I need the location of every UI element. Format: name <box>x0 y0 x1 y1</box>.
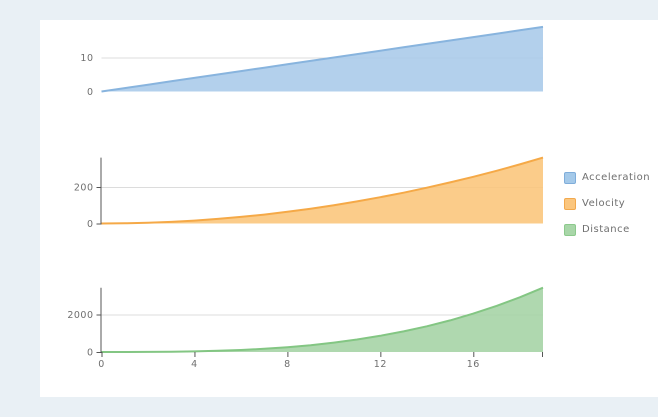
acceleration-swatch-icon <box>564 171 576 184</box>
x-tick-label: 12 <box>374 359 387 370</box>
y-tick-label: 0 <box>87 219 94 230</box>
y-tick-label: 0 <box>87 87 94 98</box>
area-line-acceleration <box>101 25 544 93</box>
x-tick-label: 16 <box>467 359 480 370</box>
y-tick-label: 0 <box>87 348 94 359</box>
x-tick-label: 0 <box>98 359 105 370</box>
legend-label-acceleration: Acceleration <box>582 172 651 183</box>
legend-item-distance[interactable]: Distance <box>564 223 650 236</box>
y-tick-label: 200 <box>74 183 94 194</box>
area-line-distance <box>101 286 544 353</box>
chart-panel: 0 10 0 200 0 2000 0 4 8 12 16 Acceleration Velocit… <box>40 20 658 397</box>
area-line-velocity <box>101 156 544 225</box>
velocity-swatch-icon <box>564 197 576 210</box>
x-tick-label: 4 <box>191 359 198 370</box>
area-fill-distance <box>101 287 543 352</box>
area-fill-velocity <box>101 157 543 224</box>
legend-item-velocity[interactable]: Velocity <box>564 197 650 210</box>
x-tick-label: 8 <box>284 359 291 370</box>
legend-label-velocity: Velocity <box>582 198 626 209</box>
y-tick-label: 10 <box>80 53 93 64</box>
legend-label-distance: Distance <box>582 224 630 235</box>
distance-swatch-icon <box>564 223 576 236</box>
legend-item-acceleration[interactable]: Acceleration <box>564 171 650 184</box>
y-tick-label: 2000 <box>67 310 93 321</box>
chart-legend: Acceleration Velocity Distance <box>564 171 650 249</box>
